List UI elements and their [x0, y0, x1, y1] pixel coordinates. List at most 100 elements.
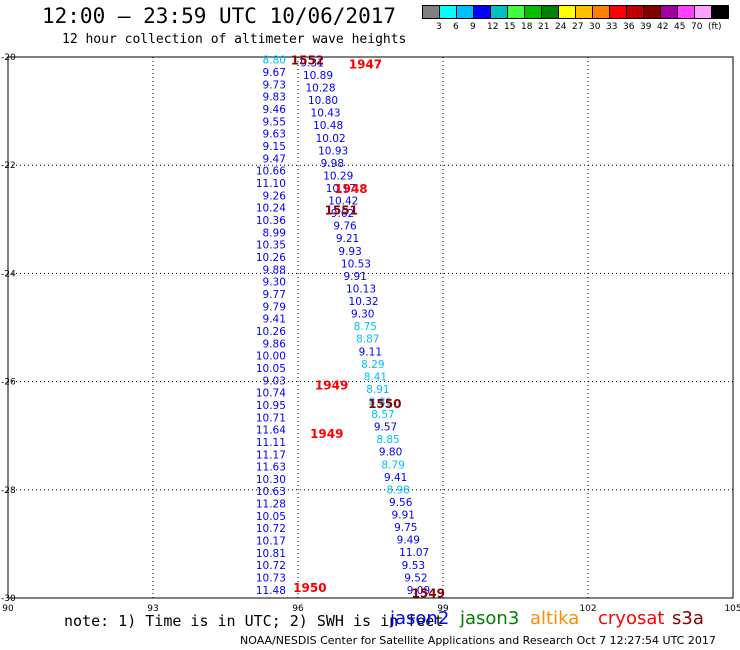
lat-tick-label: -24 [1, 269, 16, 279]
wave-height-label: 11.11 [256, 437, 286, 449]
lat-tick-label: -26 [1, 378, 16, 388]
time-tag-label: 1551 [325, 204, 358, 218]
map-frame [7, 56, 734, 599]
wave-height-label: 10.74 [256, 388, 286, 400]
wave-height-label: 10.63 [256, 486, 286, 498]
wave-height-label: 8.80 [263, 55, 286, 67]
wave-height-label: 9.55 [263, 116, 286, 128]
satellite-legend-jason2: jason2 [390, 608, 450, 629]
legend-label: 39 [640, 22, 652, 32]
wave-height-label: 9.79 [263, 301, 286, 313]
footer-credit: NOAA/NESDIS Center for Satellite Applica… [240, 634, 716, 647]
time-tag-label: 1949 [315, 378, 348, 392]
wave-height-label: 9.76 [333, 221, 357, 233]
wave-height-label: 10.42 [328, 196, 358, 208]
lon-tick-label: 105 [724, 604, 740, 614]
wave-height-label: 9.62 [331, 208, 354, 220]
time-tag-label: 1550 [368, 397, 401, 411]
lon-tick-label: 93 [147, 604, 158, 614]
wave-height-label: 9.93 [338, 246, 361, 258]
wave-height-label: 9.11 [359, 346, 382, 358]
time-tag-label: 1950 [293, 581, 326, 595]
wave-height-label: 10.24 [256, 203, 286, 215]
wave-height-label: 9.26 [263, 190, 287, 202]
lon-tick-label: 99 [437, 604, 449, 614]
wave-height-label: 10.36 [256, 215, 286, 227]
lat-tick-label: -28 [1, 486, 16, 496]
legend-label: 21 [538, 22, 550, 32]
wave-height-label: 11.17 [256, 449, 286, 461]
legend-label: (ft) [708, 22, 722, 32]
wave-height-label: 10.72 [256, 560, 286, 572]
wave-height-label: 9.46 [263, 104, 287, 116]
wave-height-label: 9.56 [389, 497, 413, 509]
wave-height-label: 10.29 [323, 170, 353, 182]
wave-height-label: 11.64 [256, 425, 286, 437]
lon-tick-label: 102 [579, 604, 596, 614]
wave-height-label: 10.43 [311, 108, 341, 120]
wave-height-label: 10.95 [256, 400, 286, 412]
footer-note: note: 1) Time is in UTC; 2) SWH is in fe… [64, 612, 444, 630]
satellite-legend-altika: altika [530, 608, 580, 629]
wave-height-label: 9.57 [374, 422, 397, 434]
wave-height-label: 10.13 [346, 283, 376, 295]
wave-height-label: 9.91 [343, 271, 366, 283]
wave-height-label: 9.30 [263, 277, 286, 289]
wave-height-label: 9.63 [263, 129, 286, 141]
wave-height-label: 10.73 [256, 573, 286, 585]
wave-height-label: 10.17 [256, 536, 286, 548]
wave-height-label: 9.83 [263, 92, 286, 104]
wave-height-label: 9.80 [379, 447, 402, 459]
legend-label: 9 [470, 22, 476, 32]
wave-height-label: 9.88 [263, 264, 286, 276]
page-title: 12:00 – 23:59 UTC 10/06/2017 [42, 4, 397, 28]
time-tag-label: 1552 [291, 54, 324, 68]
time-tag-label: 1948 [334, 182, 367, 196]
legend-label: 3 [436, 22, 442, 32]
wave-height-label: 8.29 [361, 359, 384, 371]
wave-height-label: 10.30 [256, 474, 286, 486]
wave-height-label: 9.67 [263, 67, 286, 79]
wave-height-label: 8.91 [366, 384, 389, 396]
wave-height-label: 8.41 [364, 371, 387, 383]
legend-label: 33 [606, 22, 618, 32]
wave-height-label: 9.31 [300, 57, 323, 69]
wave-height-label: 10.00 [256, 351, 286, 363]
legend-label: 27 [572, 22, 584, 32]
wave-height-label: 9.41 [263, 314, 286, 326]
wave-height-label: 11.48 [256, 585, 286, 597]
wave-height-label: 8.81 [369, 397, 392, 409]
lon-tick-label: 96 [292, 604, 304, 614]
wave-height-label: 10.53 [341, 258, 371, 270]
satellite-legend-s3a: s3a [672, 608, 704, 629]
legend-swatch [711, 5, 729, 19]
wave-height-label: 8.85 [376, 434, 399, 446]
wave-height-label: 9.47 [263, 153, 286, 165]
wave-height-label: 9.03 [263, 375, 286, 387]
wave-height-label: 9.21 [336, 233, 359, 245]
legend-label: 24 [555, 22, 567, 32]
lat-tick-label: -30 [1, 594, 16, 604]
wave-height-label: 10.26 [256, 326, 286, 338]
legend-label: 42 [657, 22, 669, 32]
wave-height-label: 10.05 [256, 511, 286, 523]
wave-height-label: 10.93 [318, 145, 348, 157]
wave-height-label: 9.52 [404, 572, 427, 584]
time-tag-label: 1949 [310, 427, 343, 441]
wave-height-label: 11.28 [256, 499, 286, 511]
legend-label: 18 [521, 22, 533, 32]
wave-height-label: 10.80 [308, 95, 338, 107]
wave-height-label: 9.86 [263, 338, 287, 350]
wave-height-label: 10.89 [303, 70, 333, 82]
legend-label: 6 [453, 22, 459, 32]
wave-height-label: 10.72 [256, 523, 286, 535]
wave-height-label: 10.05 [256, 363, 286, 375]
wave-height-label: 9.53 [402, 560, 425, 572]
wave-height-label: 10.32 [349, 296, 379, 308]
wave-height-label: 11.63 [256, 462, 286, 474]
wave-height-label: 9.41 [384, 472, 407, 484]
wave-height-label: 8.79 [381, 459, 404, 471]
satellite-legend-cryosat: cryosat [598, 608, 665, 629]
wave-height-label: 10.66 [256, 166, 286, 178]
